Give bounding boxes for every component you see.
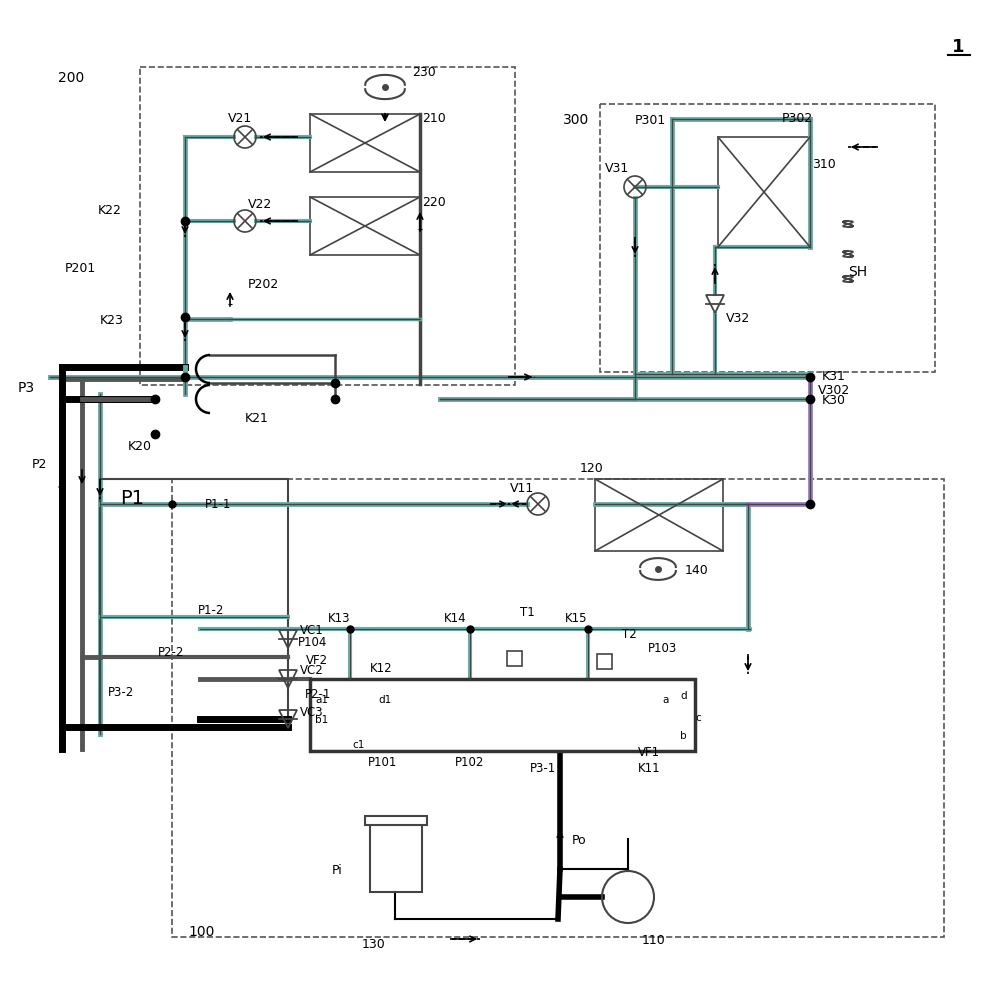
Text: P3-1: P3-1	[530, 761, 556, 774]
Text: V11: V11	[510, 481, 534, 494]
Text: P102: P102	[455, 754, 484, 768]
Text: K11: K11	[638, 761, 661, 774]
Text: 300: 300	[563, 112, 589, 127]
Text: P1-1: P1-1	[205, 498, 231, 511]
Text: P201: P201	[65, 261, 96, 274]
Text: b1: b1	[315, 714, 328, 725]
Text: K31: K31	[822, 369, 846, 383]
Text: d1: d1	[378, 694, 391, 704]
Text: T1: T1	[520, 604, 535, 618]
Text: K13: K13	[328, 611, 351, 624]
Text: a1: a1	[315, 694, 328, 704]
Text: 110: 110	[642, 933, 666, 946]
Text: VC1: VC1	[300, 623, 324, 636]
Text: P302: P302	[782, 111, 813, 124]
Text: P301: P301	[635, 113, 666, 126]
Text: V302: V302	[818, 384, 850, 396]
Text: K22: K22	[98, 203, 122, 216]
Text: b: b	[680, 731, 687, 740]
Text: a: a	[662, 694, 668, 704]
Text: K23: K23	[100, 314, 124, 326]
Text: 120: 120	[580, 461, 604, 474]
Text: V22: V22	[248, 197, 272, 210]
Text: 100: 100	[188, 924, 214, 938]
Bar	[310, 679, 695, 751]
Text: 210: 210	[422, 111, 446, 124]
Bar	[600, 105, 935, 373]
Text: P104: P104	[298, 635, 327, 648]
Text: K30: K30	[822, 393, 846, 406]
Text: P3: P3	[18, 381, 35, 394]
Text: 220: 220	[422, 195, 446, 208]
Text: V21: V21	[228, 111, 252, 124]
Text: Pi: Pi	[332, 863, 343, 876]
Text: K21: K21	[245, 411, 269, 424]
Bar	[595, 479, 723, 551]
Text: 140: 140	[685, 563, 709, 576]
Text: T2: T2	[622, 628, 637, 641]
Text: VF1: VF1	[638, 744, 660, 757]
Text: P103: P103	[648, 641, 677, 654]
Bar	[310, 115, 420, 173]
Text: 1: 1	[952, 38, 964, 56]
Text: P1: P1	[120, 488, 144, 507]
Text: P1-2: P1-2	[198, 602, 224, 616]
Text: VC2: VC2	[300, 663, 324, 675]
Text: V32: V32	[726, 312, 750, 324]
Text: c1: c1	[352, 740, 364, 749]
Text: K15: K15	[565, 611, 588, 624]
Bar	[507, 652, 522, 667]
Text: K14: K14	[444, 611, 467, 624]
Text: d: d	[680, 690, 687, 700]
Text: P2-1: P2-1	[305, 688, 331, 701]
Text: VC3: VC3	[300, 705, 324, 718]
Text: K12: K12	[370, 661, 393, 673]
Text: P3-2: P3-2	[108, 685, 134, 698]
Text: P101: P101	[368, 754, 397, 768]
Text: 130: 130	[362, 938, 386, 951]
Text: VF2: VF2	[306, 653, 328, 666]
Bar	[718, 138, 810, 247]
Bar	[365, 816, 427, 825]
Text: 230: 230	[412, 65, 436, 79]
Text: P202: P202	[248, 278, 279, 291]
Bar	[597, 655, 612, 669]
Bar	[172, 479, 944, 937]
Bar	[100, 479, 288, 728]
Text: c: c	[695, 712, 701, 723]
Text: V31: V31	[605, 162, 629, 175]
Text: P2: P2	[32, 458, 47, 471]
Text: 310: 310	[812, 159, 836, 172]
Text: P2-2: P2-2	[158, 645, 184, 658]
Text: SH: SH	[848, 264, 867, 279]
Text: K20: K20	[128, 440, 152, 453]
Text: Po: Po	[572, 832, 587, 846]
Text: 200: 200	[58, 71, 84, 85]
Bar	[310, 198, 420, 255]
Bar	[140, 68, 515, 386]
Bar	[370, 824, 422, 892]
